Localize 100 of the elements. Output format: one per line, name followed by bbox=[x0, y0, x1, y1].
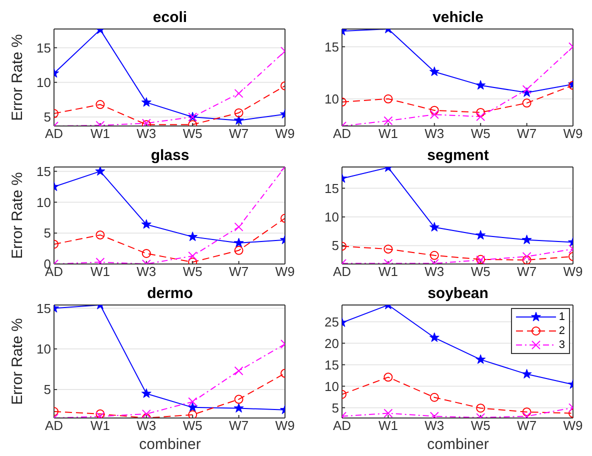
x-axis-title: combiner bbox=[426, 436, 490, 453]
x-tick-label: W9 bbox=[275, 418, 295, 434]
point bbox=[188, 251, 198, 260]
y-tick-label: 5 bbox=[332, 400, 339, 416]
x-tick-label: W3 bbox=[136, 418, 156, 434]
chart-title: glass bbox=[150, 146, 190, 166]
x-tick-label: W3 bbox=[424, 418, 444, 434]
x-tick-label: W9 bbox=[563, 264, 583, 280]
point bbox=[234, 88, 244, 98]
y-tick-label: 10 bbox=[324, 378, 339, 394]
x-tick-label: W3 bbox=[424, 264, 444, 280]
point bbox=[476, 354, 486, 364]
point bbox=[429, 66, 440, 76]
x-tick-label: W5 bbox=[470, 126, 490, 142]
y-tick-label: 15 bbox=[324, 39, 339, 54]
y-tick-label: 25 bbox=[324, 314, 339, 330]
point bbox=[476, 108, 486, 117]
point bbox=[476, 80, 486, 90]
x-tick-label: W7 bbox=[229, 264, 249, 280]
point bbox=[430, 392, 439, 402]
point bbox=[476, 404, 486, 413]
y-tick-label: 10 bbox=[324, 210, 339, 225]
x-tick-label: W5 bbox=[182, 418, 202, 434]
x-tick-label: AD bbox=[332, 418, 352, 434]
y-tick-label: 20 bbox=[324, 336, 339, 351]
x-tick-label: W9 bbox=[275, 264, 295, 280]
x-tick-label: W1 bbox=[378, 264, 398, 280]
y-tick-label: 5 bbox=[44, 382, 51, 398]
x-tick-label: W1 bbox=[90, 418, 110, 434]
x-tick-label: W7 bbox=[517, 126, 537, 142]
y-axis-title: Error Rate % bbox=[8, 318, 26, 404]
point bbox=[476, 230, 486, 240]
y-axis-title: Error Rate % bbox=[8, 172, 26, 258]
point bbox=[96, 100, 105, 110]
x-tick-label: W7 bbox=[229, 126, 249, 142]
x-tick-label: AD bbox=[44, 126, 64, 142]
point bbox=[234, 402, 244, 413]
x-tick-label: W1 bbox=[90, 264, 110, 280]
point bbox=[234, 366, 244, 376]
point bbox=[429, 332, 440, 342]
y-tick-label: 10 bbox=[324, 91, 339, 106]
point bbox=[141, 97, 152, 107]
point bbox=[95, 167, 106, 176]
point bbox=[234, 394, 244, 404]
x-tick-label: AD bbox=[44, 418, 64, 434]
y-tick-label: 10 bbox=[36, 194, 51, 210]
point bbox=[188, 410, 198, 418]
y-tick-label: 5 bbox=[332, 238, 339, 254]
chart-title: dermo bbox=[146, 284, 194, 304]
point bbox=[141, 219, 152, 229]
y-tick-label: 15 bbox=[36, 300, 51, 316]
point bbox=[234, 246, 244, 255]
point bbox=[384, 94, 393, 104]
point bbox=[96, 230, 105, 240]
x-tick-label: W7 bbox=[517, 264, 537, 280]
point bbox=[522, 252, 532, 262]
x-tick-label: W3 bbox=[136, 126, 156, 142]
point bbox=[384, 408, 393, 418]
x-tick-label: W7 bbox=[517, 418, 537, 434]
x-tick-label: W3 bbox=[136, 264, 156, 280]
x-tick-label: W5 bbox=[470, 418, 490, 434]
legend-label: 1 bbox=[558, 311, 565, 323]
x-tick-label: W1 bbox=[90, 126, 110, 142]
point bbox=[430, 250, 439, 260]
point bbox=[234, 238, 244, 248]
y-tick-label: 15 bbox=[36, 164, 51, 179]
x-tick-label: W3 bbox=[424, 126, 444, 142]
x-tick-label: AD bbox=[332, 264, 352, 280]
y-axis-title: Error Rate % bbox=[8, 34, 26, 120]
x-axis-title: combiner bbox=[138, 436, 202, 453]
x-tick-label: W5 bbox=[182, 264, 202, 280]
point bbox=[522, 98, 532, 108]
x-tick-label: W9 bbox=[275, 126, 295, 142]
y-tick-label: 15 bbox=[36, 40, 51, 56]
x-tick-label: W9 bbox=[563, 418, 583, 434]
x-tick-label: W1 bbox=[378, 418, 398, 434]
y-tick-label: 15 bbox=[324, 357, 339, 372]
point bbox=[234, 115, 244, 125]
x-tick-label: W9 bbox=[563, 126, 583, 142]
x-tick-label: W1 bbox=[378, 126, 398, 142]
point bbox=[430, 110, 439, 120]
point bbox=[522, 234, 532, 244]
x-tick-label: W5 bbox=[182, 126, 202, 142]
y-tick-label: 10 bbox=[36, 74, 51, 90]
x-tick-label: W7 bbox=[229, 418, 249, 434]
legend-label: 3 bbox=[558, 339, 565, 351]
chart-title: soybean bbox=[426, 284, 490, 304]
point bbox=[384, 116, 393, 126]
y-tick-label: 5 bbox=[44, 110, 51, 125]
point bbox=[522, 407, 532, 416]
legend-label: 2 bbox=[558, 325, 565, 337]
chart-title: segment bbox=[426, 146, 490, 166]
y-tick-label: 15 bbox=[324, 180, 339, 196]
point bbox=[522, 84, 532, 94]
chart-title: ecoli bbox=[152, 8, 188, 28]
x-tick-label: W5 bbox=[470, 264, 490, 280]
point bbox=[188, 402, 198, 412]
point bbox=[429, 222, 440, 232]
y-tick-label: 5 bbox=[44, 226, 51, 241]
chart-title: vehicle bbox=[432, 8, 484, 28]
